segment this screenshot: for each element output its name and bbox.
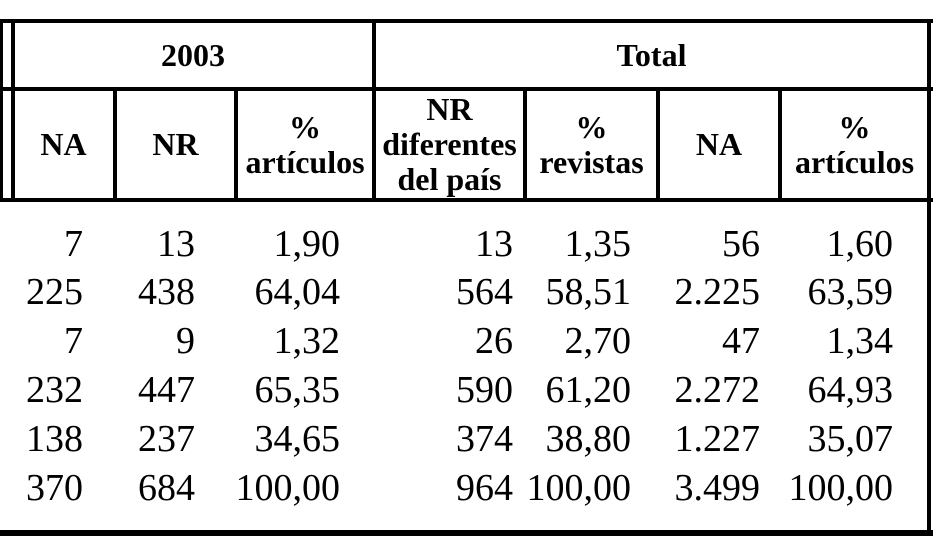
data-cell: 100,00 [235,466,341,509]
rule-below-group-row [0,87,933,91]
data-cell: 138 [26,417,83,460]
data-cell: 13 [475,222,513,265]
table-bottom-border [0,530,933,536]
data-cell: 374 [456,417,513,460]
col-divider-nrdif-revistas [523,87,527,202]
data-cell: 65,35 [254,369,341,411]
data-cell: 2,70 [564,320,632,363]
cut-column-spacer [0,317,12,366]
data-cell: 225 [26,271,83,314]
data-cell: 2.225 [674,271,761,314]
data-cell: 56 [722,222,760,265]
data-cell: 47 [722,320,760,363]
table-right-border [927,19,931,536]
column-header-nr-diferentes: NR diferentes del país [382,91,517,197]
data-cell: 1,60 [826,222,894,265]
data-cell: 447 [138,369,195,411]
group-header-total: Total [616,36,687,73]
col-divider-revistas-na [656,87,660,202]
group-divider-2003-total [372,19,376,202]
statistics-table: 2003 Total NA NR % artículos NR diferent… [0,19,933,536]
data-cell: 9 [176,320,195,363]
data-cell: 7 [64,320,83,363]
data-cell: 1,90 [273,222,341,265]
table-body: 7 13 1,90 13 1,35 56 1,60 225 438 64,04 … [0,202,929,530]
data-cell: 684 [138,466,195,509]
data-cell: 1,32 [273,320,341,363]
table-top-border [0,19,933,23]
data-cell: 964 [456,466,513,509]
data-cell: 232 [26,369,83,411]
group-header-2003: 2003 [161,36,225,73]
table-row: 232 447 65,35 590 61,20 2.272 64,93 [0,366,929,415]
data-cell: 61,20 [545,369,632,411]
table-row: 7 13 1,90 13 1,35 56 1,60 [0,220,929,269]
data-cell: 100,00 [526,466,632,509]
data-cell: 64,04 [254,271,341,314]
data-cell: 63,59 [807,271,894,314]
col-divider-na-nr [113,87,117,202]
column-header-na-total: NA [695,126,743,162]
data-cell: 100,00 [788,466,894,509]
data-cell: 7 [64,222,83,265]
data-cell: 3.499 [674,466,761,509]
cut-column-spacer [0,23,12,87]
col-divider-left [11,19,15,202]
column-group-row: 2003 Total [0,23,929,87]
data-cell: 38,80 [545,417,632,460]
data-cell: 590 [456,369,513,411]
data-cell: 1,35 [564,222,632,265]
cut-column-spacer [0,366,12,415]
col-divider-na-articulos [778,87,782,202]
rule-below-header-row [0,198,933,202]
cut-column-spacer [0,220,12,269]
data-cell: 64,93 [807,369,894,411]
data-cell: 2.272 [674,369,761,411]
column-header-na-2003: NA [40,126,87,162]
column-header-pct-revistas: % revistas [539,108,644,180]
data-cell: 370 [26,466,83,509]
table-row: 138 237 34,65 374 38,80 1.227 35,07 [0,415,929,464]
cut-column-spacer [0,91,12,198]
data-cell: 438 [138,271,195,314]
data-cell: 237 [138,417,195,460]
data-cell: 26 [475,320,513,363]
column-header-pct-articulos-total: % artículos [794,108,915,180]
cut-column-spacer [0,268,12,317]
col-divider-nr-articulos [234,87,238,202]
data-cell: 1.227 [674,417,761,460]
data-cell: 34,65 [254,417,341,460]
column-header-row: NA NR % artículos NR diferentes del país… [0,91,929,198]
cut-column-spacer [0,415,12,464]
data-cell: 13 [157,222,195,265]
data-cell: 564 [456,271,513,314]
column-header-nr-2003: NR [152,126,199,162]
data-cell: 35,07 [807,417,894,460]
cut-column-spacer [0,464,12,513]
data-cell: 58,51 [545,271,632,314]
table-row-total: 370 684 100,00 964 100,00 3.499 100,00 [0,464,929,513]
data-cell: 1,34 [826,320,894,363]
table-row: 225 438 64,04 564 58,51 2.225 63,59 [0,268,929,317]
table-row: 7 9 1,32 26 2,70 47 1,34 [0,317,929,366]
column-header-pct-articulos-2003: % artículos [245,108,365,180]
cropped-left-border [0,19,3,202]
